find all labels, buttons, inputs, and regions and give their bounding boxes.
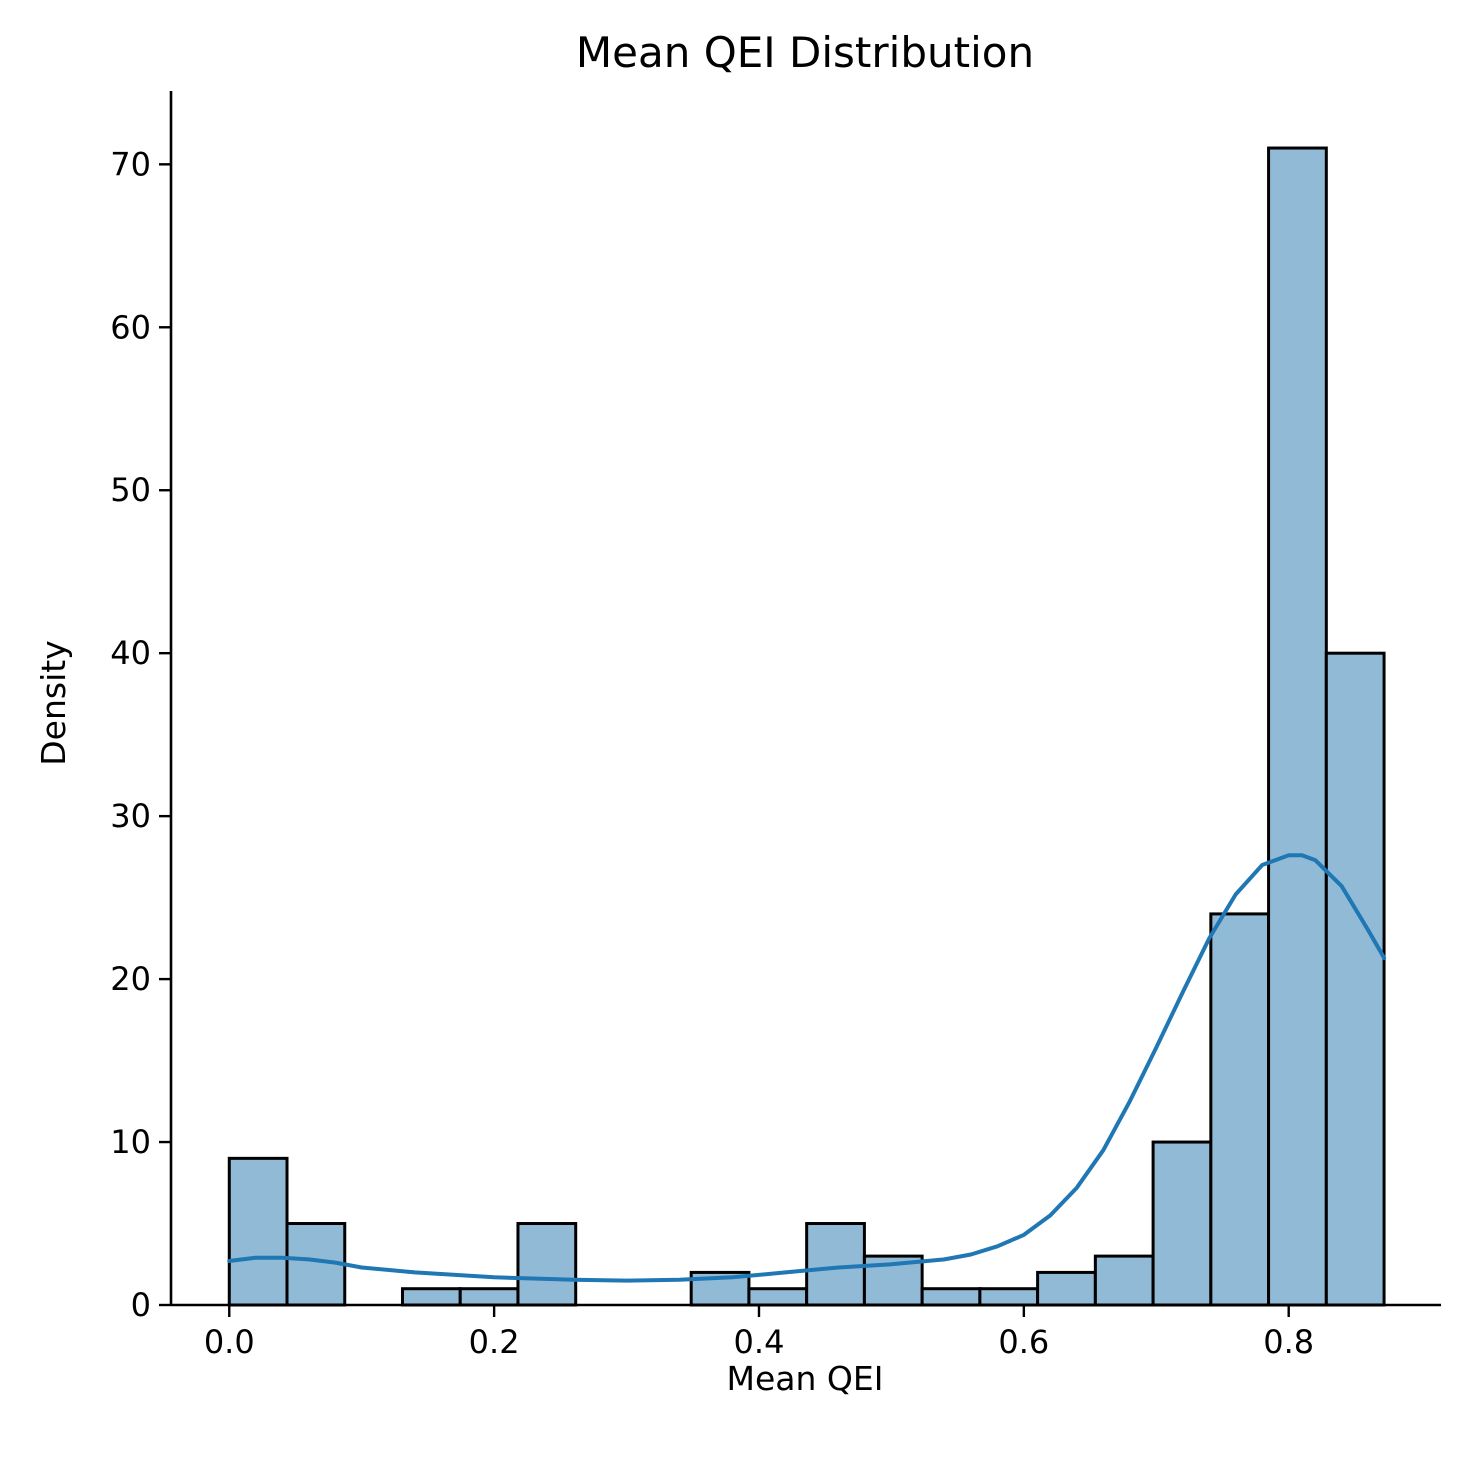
y-tick-label: 30 xyxy=(110,797,151,835)
y-axis-ticks: 0 10 20 30 40 50 60 70 xyxy=(110,145,171,1324)
histogram-bar xyxy=(458,1287,520,1307)
histogram-bar xyxy=(1036,1270,1097,1307)
x-tick-label: 0.6 xyxy=(998,1323,1049,1361)
kde-curve xyxy=(227,853,1387,1283)
y-axis-label: Density xyxy=(34,640,73,765)
histogram-bar xyxy=(516,1222,578,1307)
histogram-bar xyxy=(805,1222,866,1307)
histogram-bars xyxy=(227,146,1386,1307)
y-tick-label: 50 xyxy=(110,471,151,509)
x-tick-label: 0.8 xyxy=(1263,1323,1314,1361)
y-tick-label: 70 xyxy=(110,145,151,183)
y-tick-label: 40 xyxy=(110,634,151,672)
histogram-bar xyxy=(1093,1254,1155,1307)
x-tick-label: 0.0 xyxy=(204,1323,255,1361)
histogram-bar xyxy=(1324,651,1386,1307)
chart-title: Mean QEI Distribution xyxy=(576,28,1034,77)
histogram-bar xyxy=(920,1287,982,1307)
histogram-bar xyxy=(1267,146,1328,1307)
y-tick-label: 60 xyxy=(110,308,151,346)
x-tick-label: 0.2 xyxy=(469,1323,520,1361)
histogram-bar xyxy=(227,1156,289,1307)
histogram-bar xyxy=(400,1287,462,1307)
histogram-bar xyxy=(1209,912,1271,1307)
x-axis-label: Mean QEI xyxy=(727,1359,884,1398)
x-axis-ticks: 0.0 0.2 0.4 0.6 0.8 xyxy=(204,1305,1314,1361)
histogram-bar xyxy=(978,1287,1040,1307)
y-tick-label: 10 xyxy=(110,1123,151,1161)
histogram-bar xyxy=(1151,1140,1213,1307)
y-tick-label: 0 xyxy=(131,1286,151,1324)
y-tick-label: 20 xyxy=(110,960,151,998)
x-tick-label: 0.4 xyxy=(734,1323,785,1361)
histogram-bar xyxy=(747,1287,809,1307)
